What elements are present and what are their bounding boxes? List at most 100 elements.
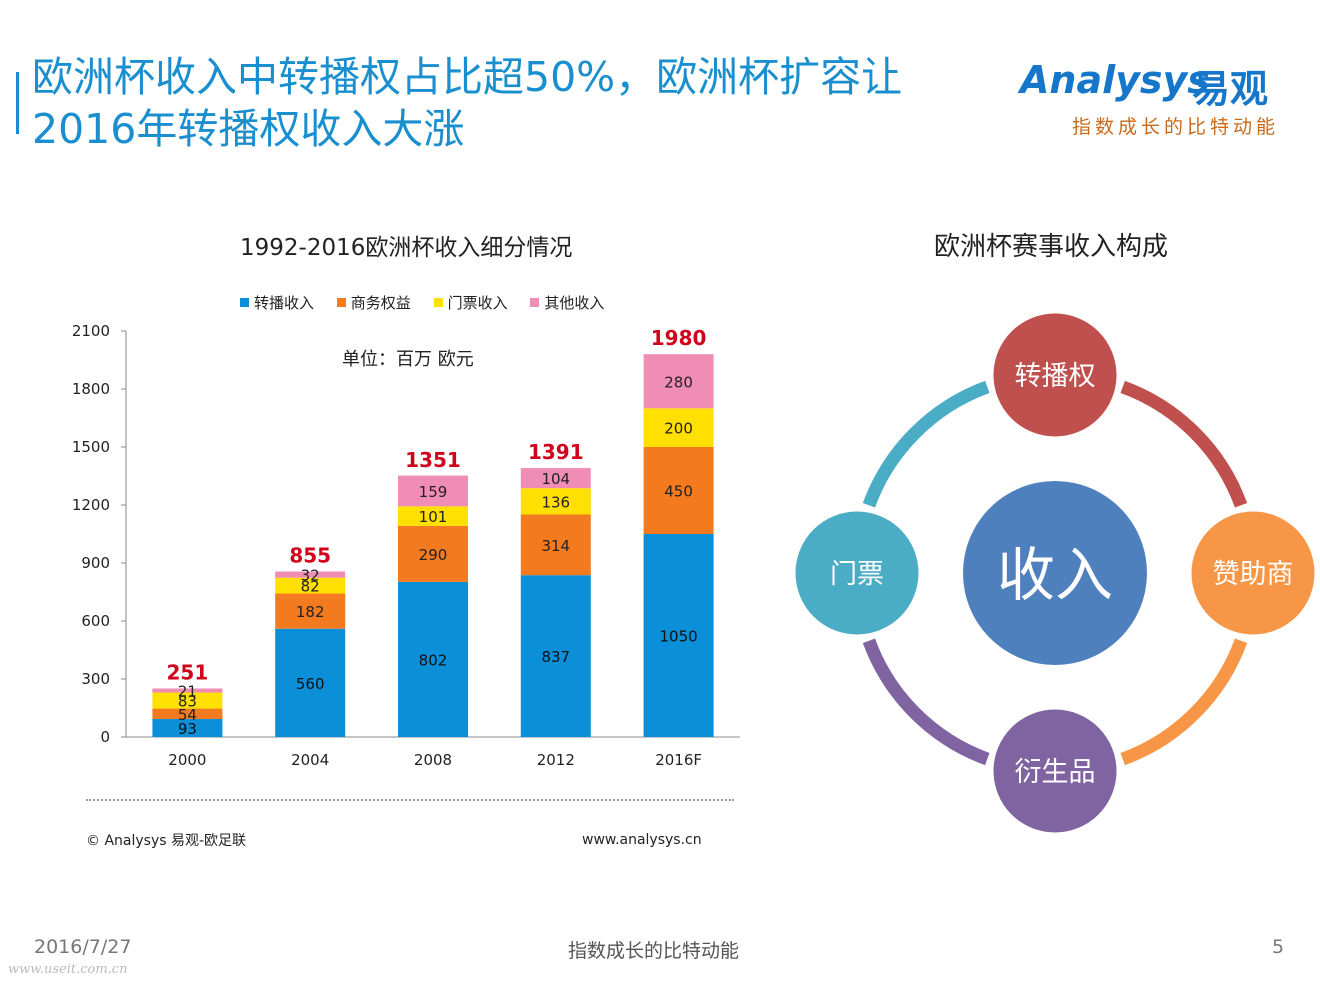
cycle-arc (862, 380, 990, 508)
page-title-line-2: 2016年转播权收入大涨 (32, 105, 465, 153)
bar-segment (152, 688, 223, 693)
bar-value-label: 802 (419, 651, 448, 669)
legend-label-ticket: 门票收入 (447, 294, 508, 312)
legend-swatch-broadcast (240, 298, 249, 307)
legend-item-other: 其他收入 (530, 292, 604, 313)
x-tick-label: 2000 (168, 751, 206, 769)
bar-segment (643, 408, 714, 447)
bar-segment (520, 514, 591, 576)
bar-value-label: 21 (178, 683, 197, 701)
x-tick-label: 2016F (655, 751, 702, 769)
watermark-text: www.useit.com.cn (8, 962, 128, 977)
bar-segment (398, 506, 468, 526)
footer-slogan: 指数成长的比特动能 (568, 940, 740, 962)
node-circle (990, 706, 1120, 836)
bar-value-label: 104 (541, 470, 570, 488)
legend-swatch-ticket (433, 298, 443, 307)
legend-label-broadcast: 转播收入 (254, 294, 315, 312)
x-tick-label: 2012 (537, 751, 575, 769)
cycle-arc (862, 638, 990, 766)
y-tick-label: 1500 (72, 438, 110, 456)
legend-label-commercial: 商务权益 (350, 294, 411, 312)
footer-date: 2016/7/27 (34, 936, 132, 958)
bar-value-label: 450 (664, 483, 693, 501)
bar-value-label: 136 (541, 493, 570, 511)
bar-segment (398, 475, 468, 507)
bar-segment (398, 525, 468, 582)
legend-label-other: 其他收入 (544, 294, 605, 312)
center-label: 收入 (997, 541, 1113, 609)
legend-item-broadcast: 转播收入 (240, 292, 314, 313)
cycle-arc (1120, 380, 1248, 508)
logo-slogan: 指数成长的比特动能 (1072, 116, 1280, 138)
bar-segment (275, 628, 346, 737)
bar-value-label: 93 (178, 720, 197, 738)
bar-segment (520, 575, 591, 737)
bar-value-label: 280 (664, 373, 693, 391)
logo-analysys: Analysys (1020, 58, 1210, 102)
node-circle (990, 310, 1120, 440)
y-tick-label: 1800 (72, 380, 110, 398)
bar-segment (152, 692, 223, 709)
chart-title: 1992-2016欧洲杯收入细分情况 (240, 235, 573, 261)
cycle-arc (1120, 638, 1248, 766)
bar-total-label: 1980 (651, 326, 707, 350)
bar-value-label: 82 (301, 578, 320, 596)
bar-value-label: 83 (178, 693, 197, 711)
title-accent-bar (16, 72, 19, 134)
legend-swatch-other (530, 298, 540, 307)
node-label: 衍生品 (1015, 757, 1096, 788)
bar-value-label: 32 (301, 567, 320, 585)
bar-value-label: 200 (664, 420, 693, 438)
bar-segment (643, 354, 714, 409)
bar-value-label: 837 (541, 648, 570, 666)
node-label: 门票 (830, 559, 884, 590)
node-circle (792, 508, 922, 638)
x-tick-label: 2004 (291, 751, 329, 769)
divider (86, 799, 734, 801)
bar-value-label: 290 (419, 546, 448, 564)
page-number: 5 (1272, 936, 1285, 958)
y-tick-label: 300 (81, 670, 110, 688)
bar-total-label: 1391 (528, 440, 584, 464)
bar-value-label: 54 (178, 706, 197, 724)
node-label: 转播权 (1015, 361, 1096, 392)
y-tick-label: 0 (100, 728, 110, 746)
bar-value-label: 1050 (660, 628, 698, 646)
bar-total-label: 251 (167, 660, 209, 684)
node-circle (1188, 508, 1318, 638)
bar-segment (152, 708, 223, 720)
bar-value-label: 159 (419, 483, 448, 501)
bar-segment (152, 719, 223, 737)
bar-segment (275, 577, 346, 594)
legend-swatch-commercial (336, 298, 346, 307)
bar-value-label: 182 (296, 603, 325, 621)
bar-segment (275, 593, 346, 629)
y-tick-label: 1200 (72, 496, 110, 514)
logo-cn: 易观 (1192, 67, 1269, 111)
diagram-title: 欧洲杯赛事收入构成 (934, 232, 1169, 262)
bar-value-label: 560 (296, 675, 325, 693)
page-title-line-1: 欧洲杯收入中转播权占比超50%，欧洲杯扩容让 (32, 53, 903, 101)
bar-segment (398, 581, 468, 737)
y-tick-label: 600 (81, 612, 110, 630)
y-tick-label: 2100 (72, 322, 110, 340)
bar-total-label: 1351 (405, 448, 461, 472)
legend-item-ticket: 门票收入 (433, 292, 508, 313)
bar-total-label: 855 (289, 544, 331, 568)
bar-value-label: 314 (541, 537, 570, 555)
bar-segment (520, 488, 591, 515)
center-circle (963, 481, 1147, 665)
y-tick-label: 900 (81, 554, 110, 572)
chart-legend: 转播收入 商务权益 门票收入 其他收入 (240, 292, 622, 313)
bar-segment (275, 571, 346, 578)
x-tick-label: 2008 (414, 751, 452, 769)
legend-item-commercial: 商务权益 (336, 292, 411, 313)
bar-segment (643, 447, 714, 534)
unit-label: 单位：百万 欧元 (342, 349, 474, 370)
bar-segment (643, 534, 714, 737)
node-label: 赞助商 (1213, 559, 1294, 590)
bar-segment (520, 468, 591, 489)
